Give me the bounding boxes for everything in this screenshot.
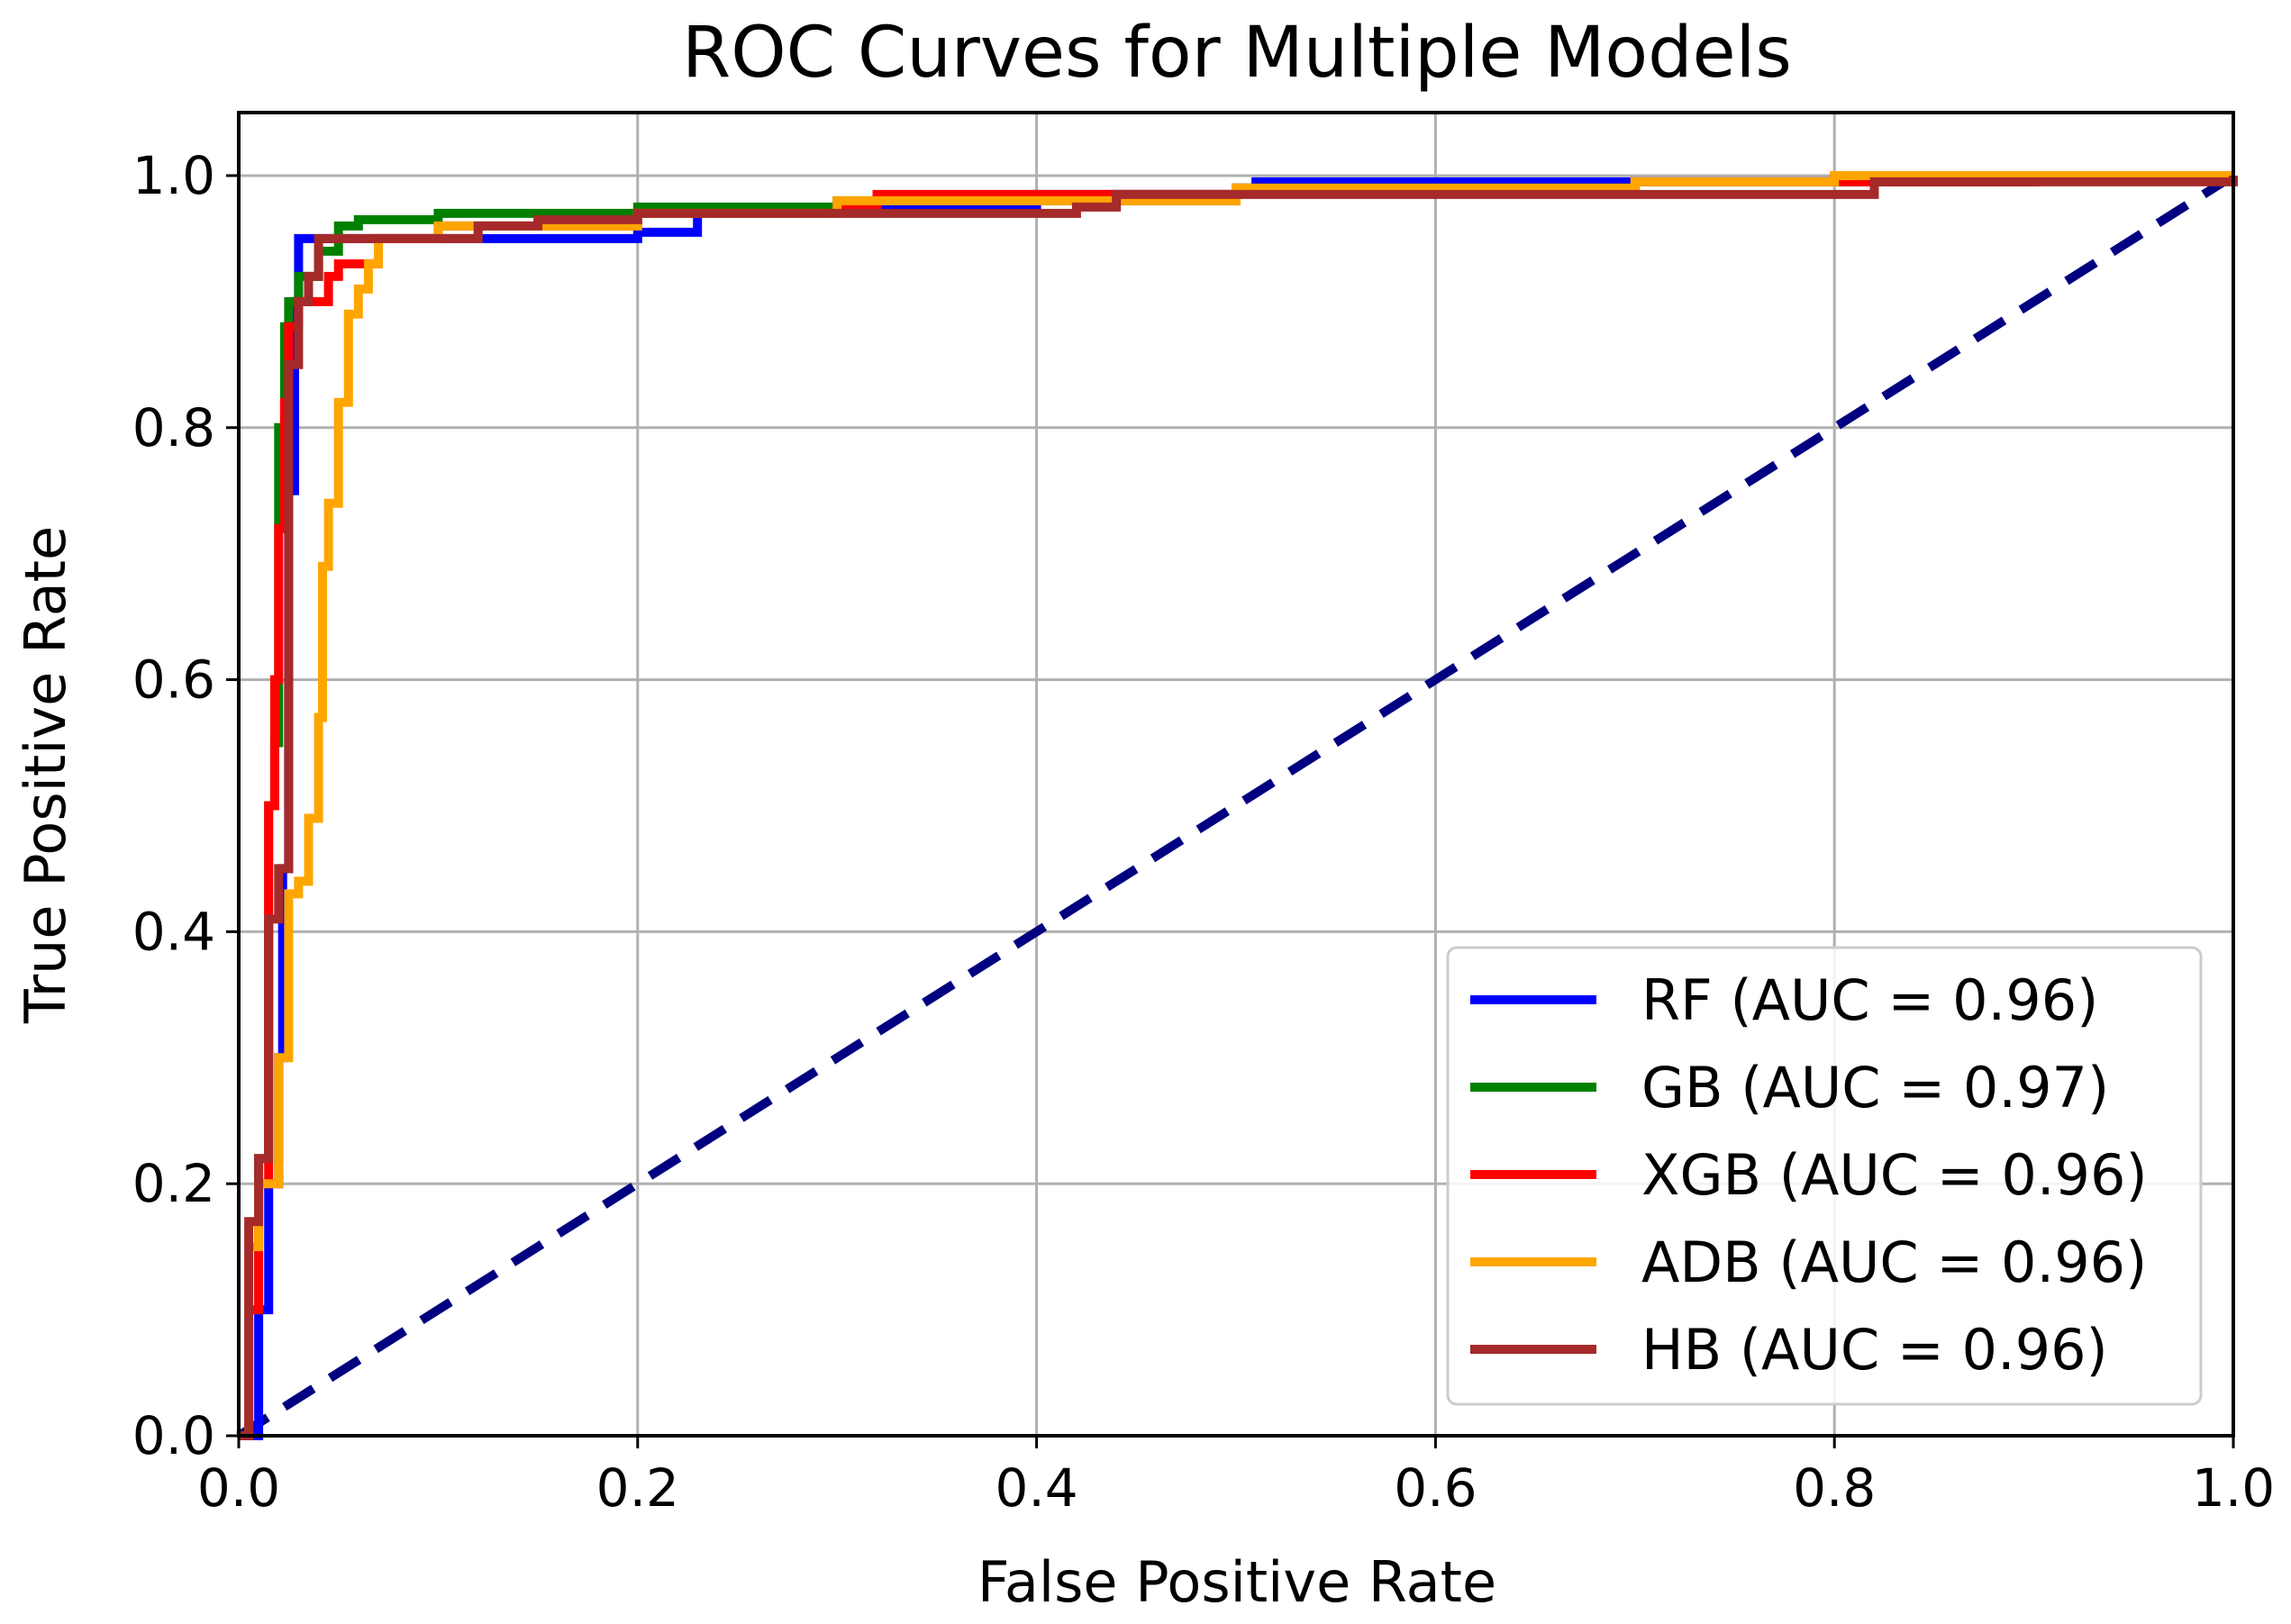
y-tick-label: 0.4 bbox=[132, 901, 215, 962]
x-tick-label: 0.6 bbox=[1394, 1457, 1477, 1519]
x-tick-label: 0.0 bbox=[197, 1457, 280, 1519]
x-tick-label: 0.8 bbox=[1793, 1457, 1876, 1519]
grid bbox=[237, 113, 2235, 1438]
y-axis-label: True Positive Rate bbox=[13, 526, 78, 1024]
x-tick-label: 0.2 bbox=[596, 1457, 679, 1519]
legend-box bbox=[1446, 946, 2203, 1406]
y-tick-label: 0.8 bbox=[132, 397, 215, 458]
y-tick-label: 0.6 bbox=[132, 649, 215, 711]
y-tick-label: 0.0 bbox=[132, 1405, 215, 1466]
plot-lines bbox=[236, 171, 2238, 1440]
x-tick-label: 1.0 bbox=[2192, 1457, 2275, 1519]
legend-label: RF (AUC = 0.96) bbox=[1641, 967, 2098, 1033]
chance-diagonal-line bbox=[236, 171, 2236, 1440]
x-axis-label: False Positive Rate bbox=[977, 1549, 1496, 1615]
legend-label: XGB (AUC = 0.96) bbox=[1641, 1142, 2148, 1208]
legend-label: GB (AUC = 0.97) bbox=[1641, 1055, 2109, 1120]
plot-frame bbox=[237, 111, 2235, 1438]
y-tick-label: 1.0 bbox=[132, 145, 215, 206]
chart-title: ROC Curves for Multiple Models bbox=[682, 13, 1792, 94]
x-tick-label: 0.4 bbox=[995, 1457, 1077, 1519]
legend-label: ADB (AUC = 0.96) bbox=[1641, 1229, 2147, 1295]
axis-ticks: 0.0 0.2 0.4 0.6 0.8 1.0 0.0 0.2 0.4 0.6 0.8 1.0 bbox=[132, 145, 2275, 1519]
legend: RF (AUC = 0.96) GB (AUC = 0.97) XGB (AUC =… bbox=[1446, 946, 2203, 1406]
y-tick-label: 0.2 bbox=[132, 1153, 215, 1214]
roc-line-adb bbox=[239, 171, 2233, 1440]
legend-label: HB (AUC = 0.96) bbox=[1641, 1317, 2108, 1383]
roc-line-hb bbox=[239, 176, 2238, 1440]
